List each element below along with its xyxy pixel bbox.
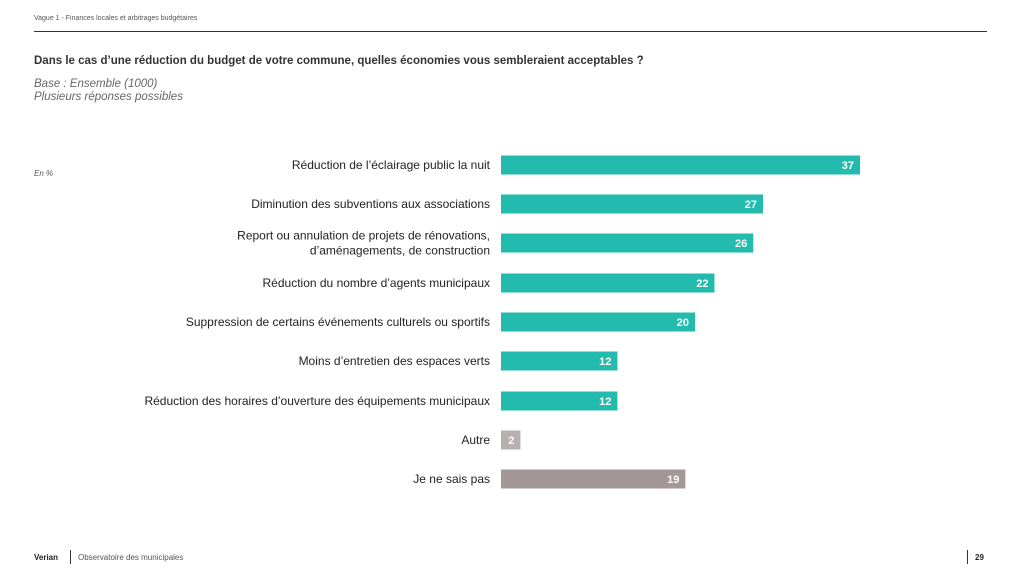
data-label: 2 [508,435,514,447]
page-separator [967,550,968,564]
brand-logo: Verian [34,553,59,562]
bar [501,273,715,293]
unit-label: En % [34,169,54,178]
category-label: Je ne sais pas [413,472,490,486]
bar [501,155,860,175]
wave-title: Vague 1 - Finances locales et arbitrages… [34,15,198,22]
category-label: Moins d’entretien des espaces verts [299,354,490,368]
header-rule [34,31,987,32]
bar [501,469,686,489]
bar [501,391,618,411]
category-label: Suppression de certains événements cultu… [186,315,490,329]
footer-separator [70,550,71,564]
data-label: 27 [745,199,757,211]
bar [501,351,618,371]
data-label: 20 [677,317,689,329]
category-label: Autre [461,433,490,447]
question-title: Dans le cas d’une réduction du budget de… [34,55,644,67]
page-number: 29 [975,553,984,562]
data-label: 22 [696,278,708,290]
category-label: Réduction de l’éclairage public la nuit [292,158,491,172]
base-note: Base : Ensemble (1000) Plusieurs réponse… [34,78,183,104]
data-label: 19 [667,474,679,486]
category-label: Report ou annulation de projets de rénov… [237,229,490,243]
category-label: d’aménagements, de construction [310,244,490,258]
data-label: 12 [599,396,611,408]
data-label: 26 [735,238,747,250]
data-label: 37 [842,160,854,172]
bar [501,194,763,214]
bar [501,312,696,332]
category-label: Réduction du nombre d’agents municipaux [263,276,490,290]
bar [501,233,754,253]
category-label: Réduction des horaires d’ouverture des é… [144,394,490,408]
category-label: Diminution des subventions aux associati… [251,197,490,211]
bar [501,430,521,450]
footer-text: Observatoire des municipales [78,553,184,562]
multiple-answers-line: Plusieurs réponses possibles [34,91,183,103]
data-label: 12 [599,356,611,368]
base-line: Base : Ensemble (1000) [34,78,158,90]
